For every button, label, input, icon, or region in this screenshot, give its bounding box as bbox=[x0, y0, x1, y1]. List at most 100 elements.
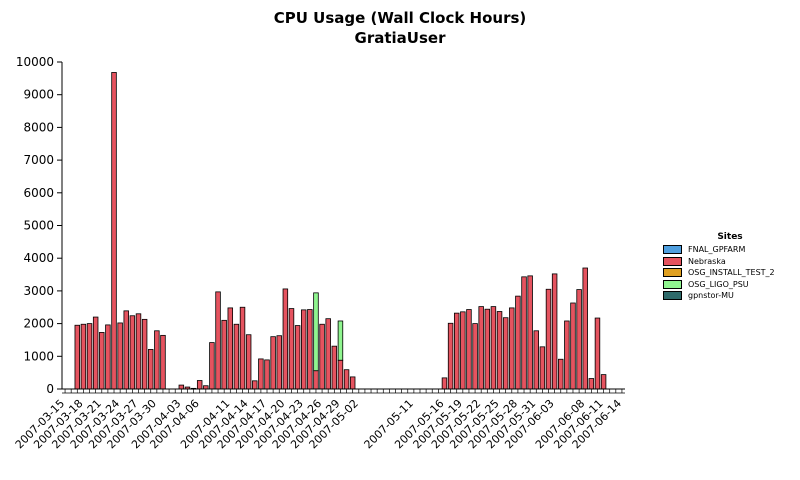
legend-item: OSG_INSTALL_TEST_2 bbox=[663, 267, 797, 278]
legend-label: OSG_INSTALL_TEST_2 bbox=[688, 268, 775, 277]
bar-nebraska-2007-04-03 bbox=[178, 384, 185, 390]
legend-swatch bbox=[663, 291, 682, 300]
bar-nebraska-2007-04-12 bbox=[233, 323, 240, 390]
bar-nebraska-2007-04-24 bbox=[307, 309, 313, 390]
bar-nebraska-2007-04-18 bbox=[270, 336, 276, 390]
bar-nebraska-2007-05-29 bbox=[521, 276, 527, 390]
y-tick-label: 0 bbox=[46, 382, 54, 396]
bar-nebraska-2007-04-19 bbox=[276, 335, 282, 390]
bar-nebraska-2007-05-26 bbox=[502, 317, 509, 390]
bar-nebraska-2007-04-26 bbox=[319, 323, 325, 390]
legend-item: OSG_LIGO_PSU bbox=[663, 279, 797, 290]
bar-nebraska-2007-03-29 bbox=[148, 349, 154, 390]
bar-nebraska-2007-05-01 bbox=[349, 376, 356, 390]
bar-nebraska-2007-05-31 bbox=[533, 330, 539, 390]
bar-nebraska-2007-03-26 bbox=[129, 315, 136, 390]
bar-nebraska-2007-05-17 bbox=[447, 322, 454, 390]
bar-nebraska-2007-03-20 bbox=[92, 316, 99, 390]
bar-nebraska-2007-04-22 bbox=[294, 325, 301, 390]
bar-nebraska-2007-04-11 bbox=[227, 307, 234, 390]
bar-nebraska-2007-04-20 bbox=[282, 288, 289, 390]
y-tick-label: 4000 bbox=[23, 251, 54, 265]
bar-nebraska-2007-03-22 bbox=[105, 324, 111, 390]
y-tick-label: 6000 bbox=[23, 186, 54, 200]
legend-item: FNAL_GPFARM bbox=[663, 244, 797, 255]
legend-item: gpnstor-MU bbox=[663, 290, 797, 301]
axes-layer: 0 1000 2000 3000 4000 5000 6000 7000 8000 9000 100… bbox=[13, 55, 625, 451]
legend-title: Sites bbox=[717, 232, 743, 242]
bar-nebraska-2007-05-20 bbox=[466, 309, 472, 390]
bar-nebraska-2007-04-25 bbox=[313, 370, 319, 390]
bar-nebraska-2007-04-28 bbox=[331, 345, 338, 390]
bar-nebraska-2007-04-27 bbox=[325, 318, 331, 390]
bar-nebraska-2007-03-28 bbox=[141, 318, 148, 390]
legend-label: OSG_LIGO_PSU bbox=[688, 279, 749, 289]
bar-nebraska-2007-05-23 bbox=[484, 308, 491, 390]
bar-nebraska-2007-03-19 bbox=[86, 323, 93, 390]
y-tick-label: 3000 bbox=[23, 284, 54, 298]
bar-nebraska-2007-03-25 bbox=[123, 310, 129, 390]
bar-nebraska-2007-03-30 bbox=[154, 330, 160, 390]
bar-nebraska-2007-06-03 bbox=[551, 273, 558, 390]
bar-nebraska-2007-05-19 bbox=[460, 311, 466, 390]
bar-nebraska-2007-06-02 bbox=[545, 288, 552, 390]
bar-nebraska-2007-06-01 bbox=[539, 346, 546, 390]
legend-label: FNAL_GPFARM bbox=[688, 245, 746, 254]
bar-nebraska-2007-05-22 bbox=[478, 306, 484, 390]
bar-nebraska-2007-05-28 bbox=[515, 295, 521, 390]
bar-nebraska-2007-03-31 bbox=[160, 334, 166, 390]
legend-swatch bbox=[663, 245, 682, 254]
bar-nebraska-2007-03-27 bbox=[135, 313, 142, 390]
bar-nebraska-2007-04-10 bbox=[221, 319, 227, 390]
bar-nebraska-2007-05-30 bbox=[527, 275, 533, 390]
legend-label: Nebraska bbox=[688, 256, 726, 266]
bars-layer bbox=[74, 72, 607, 390]
bar-nebraska-2007-04-16 bbox=[258, 358, 264, 390]
legend-swatch bbox=[663, 279, 682, 289]
bar-nebraska-2007-06-07 bbox=[576, 289, 582, 390]
bar-nebraska-2007-04-23 bbox=[300, 309, 307, 390]
chart-title: CPU Usage (Wall Clock Hours) bbox=[273, 9, 527, 27]
bar-nebraska-2007-05-16 bbox=[441, 377, 448, 390]
y-tick-label: 8000 bbox=[23, 120, 54, 134]
bar-osg-ligo-psu-2007-04-29 bbox=[337, 320, 344, 361]
bar-nebraska-2007-04-09 bbox=[215, 291, 221, 390]
bar-nebraska-2007-04-13 bbox=[239, 306, 246, 390]
bar-nebraska-2007-04-08 bbox=[209, 342, 215, 390]
bar-nebraska-2007-06-06 bbox=[570, 302, 576, 390]
bar-osg-ligo-psu-2007-04-25 bbox=[313, 292, 319, 372]
bar-nebraska-2007-05-21 bbox=[472, 323, 478, 390]
bar-nebraska-2007-03-17 bbox=[74, 324, 81, 390]
bar-nebraska-2007-06-09 bbox=[588, 378, 595, 390]
bar-nebraska-2007-04-21 bbox=[288, 308, 295, 390]
bar-nebraska-2007-03-18 bbox=[80, 323, 87, 390]
bar-nebraska-2007-05-18 bbox=[453, 312, 460, 390]
legend-item: Nebraska bbox=[663, 256, 797, 267]
bar-nebraska-2007-03-21 bbox=[99, 332, 105, 390]
bar-nebraska-2007-03-23 bbox=[111, 72, 117, 390]
bar-nebraska-2007-06-10 bbox=[594, 317, 601, 390]
chart-subtitle: GratiaUser bbox=[354, 29, 446, 47]
bar-nebraska-2007-04-30 bbox=[343, 369, 350, 390]
bar-nebraska-2007-03-24 bbox=[117, 322, 123, 390]
legend-label: gpnstor-MU bbox=[688, 291, 734, 300]
y-tick-label: 7000 bbox=[23, 153, 54, 167]
bar-nebraska-2007-05-25 bbox=[496, 311, 503, 390]
bar-nebraska-2007-04-17 bbox=[264, 359, 270, 390]
legend-swatch bbox=[663, 268, 682, 277]
bar-nebraska-2007-04-29 bbox=[337, 359, 344, 390]
bar-nebraska-2007-04-14 bbox=[245, 334, 252, 390]
bar-nebraska-2007-06-08 bbox=[582, 267, 588, 390]
y-tick-label: 2000 bbox=[23, 317, 54, 331]
bar-nebraska-2007-06-11 bbox=[600, 374, 607, 390]
bar-nebraska-2007-06-05 bbox=[564, 320, 570, 390]
y-tick-label: 9000 bbox=[23, 88, 54, 102]
bar-nebraska-2007-04-15 bbox=[252, 380, 258, 390]
legend-items: FNAL_GPFARM Nebraska OSG_INSTALL_TEST_2 OSG… bbox=[663, 244, 797, 301]
y-tick-label: 5000 bbox=[23, 219, 54, 233]
bar-nebraska-2007-05-27 bbox=[509, 307, 515, 390]
legend-swatch bbox=[663, 256, 682, 266]
bar-nebraska-2007-06-04 bbox=[558, 358, 564, 390]
y-tick-label: 10000 bbox=[16, 55, 54, 69]
bar-nebraska-2007-05-24 bbox=[490, 306, 497, 390]
